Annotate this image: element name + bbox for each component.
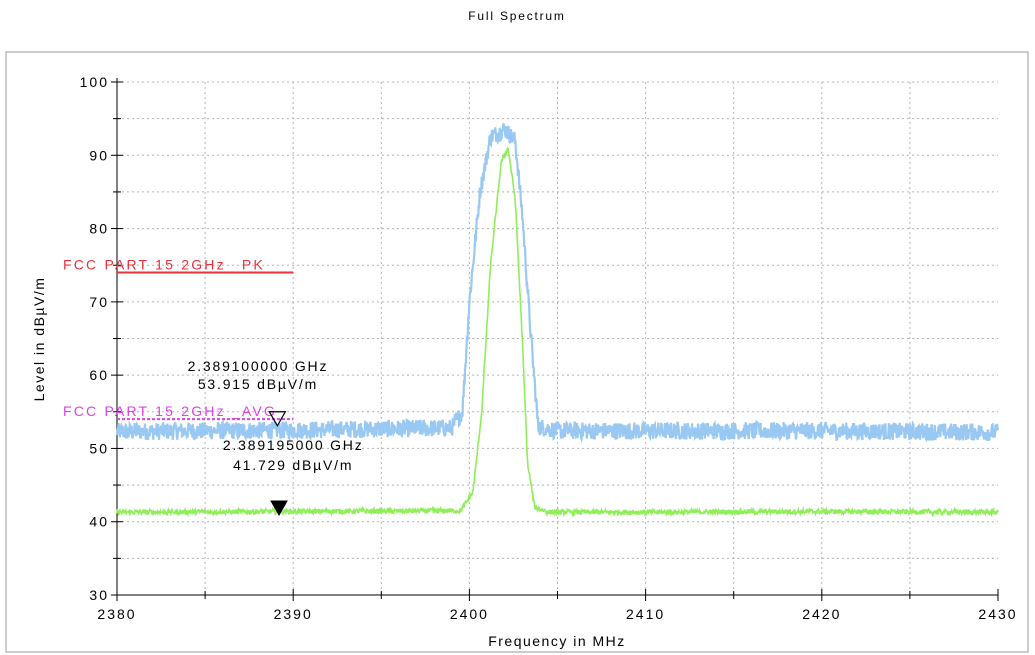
chart-title: Full Spectrum — [468, 9, 565, 23]
marker-1-level: 53.915 dBµV/m — [198, 376, 318, 392]
x-tick-label: 2400 — [450, 606, 489, 622]
y-tick-label: 60 — [89, 367, 109, 383]
y-tick-label: 100 — [80, 74, 109, 90]
y-axis-title: Level in dBµV/m — [31, 277, 47, 402]
marker-2-level: 41.729 dBµV/m — [233, 457, 353, 473]
y-tick-label: 80 — [89, 221, 109, 237]
y-tick-label: 70 — [89, 294, 109, 310]
marker-2-symbol — [270, 500, 288, 517]
marker-layer: 2.389100000 GHz 53.915 dBµV/m 2.389195000 … — [188, 358, 364, 517]
marker-2-frequency: 2.389195000 GHz — [223, 437, 364, 453]
limit-label-avg: FCC PART 15 2GHz _AVG — [63, 403, 277, 419]
x-tick-label: 2380 — [97, 606, 136, 622]
y-tick-label: 50 — [89, 440, 109, 456]
y-tick-label: 40 — [89, 514, 109, 530]
y-tick-label: 30 — [89, 587, 109, 603]
series-layer — [115, 123, 1000, 518]
chart-frame — [5, 51, 1029, 653]
marker-1-frequency: 2.389100000 GHz — [188, 358, 329, 374]
axes-layer: 30 40 50 60 70 80 90 100 2380 2390 2400 2410 2420 243… — [80, 74, 1017, 622]
x-tick-label: 2420 — [802, 606, 841, 622]
series-average-trace — [116, 146, 999, 518]
limit-layer: FCC PART 15 2GHz _PK FCC PART 15 2GHz _AV… — [63, 257, 294, 421]
y-tick-label: 90 — [89, 147, 109, 163]
marker-1-symbol — [268, 411, 287, 427]
x-tick-label: 2430 — [978, 606, 1017, 622]
series-peak-trace — [115, 123, 1000, 444]
x-axis-title: Frequency in MHz — [488, 633, 626, 649]
x-tick-label: 2410 — [626, 606, 665, 622]
x-tick-label: 2390 — [274, 606, 313, 622]
grid-layer — [117, 81, 998, 595]
limit-label-pk: FCC PART 15 2GHz _PK — [63, 257, 265, 273]
